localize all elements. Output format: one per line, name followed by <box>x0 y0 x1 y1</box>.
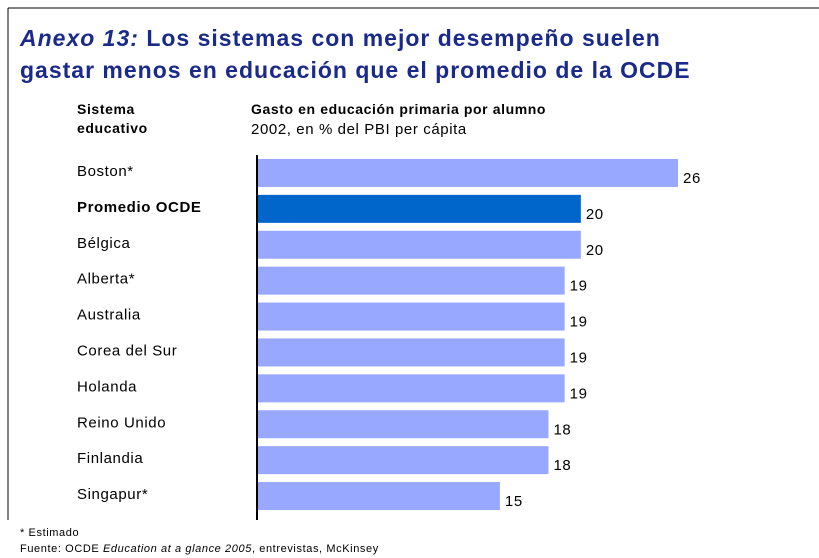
title-line: Los sistemas con mejor desempeño suelen <box>146 25 661 51</box>
value-header: Gasto en educación primaria por alumno <box>251 101 546 117</box>
y-tick-label: Reino Unido <box>77 414 166 431</box>
bar <box>257 194 581 223</box>
y-tick-label: Australia <box>77 307 141 324</box>
y-tick-label: Bélgica <box>77 235 130 252</box>
data-label: 18 <box>553 421 571 438</box>
source-title: Education at a glance 2005 <box>103 543 252 555</box>
bar <box>257 446 549 475</box>
data-label: 20 <box>586 206 604 223</box>
footnote: * Estimado <box>20 527 79 539</box>
title-prefix: Anexo 13: <box>19 25 139 51</box>
bar <box>257 266 565 295</box>
bar <box>257 302 565 331</box>
title-line: gastar menos en educación que el promedi… <box>20 57 691 83</box>
chart-title: Anexo 13: Los sistemas con mejor desempe… <box>19 25 661 51</box>
bar <box>257 158 678 187</box>
data-label: 19 <box>570 349 588 366</box>
y-tick-label: Finlandia <box>77 450 143 467</box>
y-tick-label: Boston* <box>77 163 134 180</box>
data-label: 19 <box>570 385 588 402</box>
source-text: Fuente: OCDE <box>20 543 103 555</box>
data-label: 18 <box>553 457 571 474</box>
bar <box>257 338 565 367</box>
source-text: , entrevistas, McKinsey <box>252 543 379 555</box>
bar <box>257 482 500 511</box>
data-label: 15 <box>505 493 523 510</box>
data-label: 20 <box>586 242 604 259</box>
category-header: Sistema <box>77 101 135 117</box>
y-tick-label: Corea del Sur <box>77 342 177 359</box>
category-header: educativo <box>77 120 148 136</box>
source: Fuente: OCDE Education at a glance 2005,… <box>20 543 379 555</box>
y-tick-label: Alberta* <box>77 271 135 288</box>
bar <box>257 374 565 403</box>
y-tick-label: Singapur* <box>77 486 148 503</box>
subtitle: 2002, en % del PBI per cápita <box>251 121 467 138</box>
data-label: 19 <box>570 278 588 295</box>
bar <box>257 230 581 259</box>
bar <box>257 410 549 439</box>
y-tick-label: Promedio OCDE <box>77 199 201 216</box>
data-label: 26 <box>683 170 701 187</box>
y-tick-label: Holanda <box>77 378 137 395</box>
data-label: 19 <box>570 314 588 331</box>
